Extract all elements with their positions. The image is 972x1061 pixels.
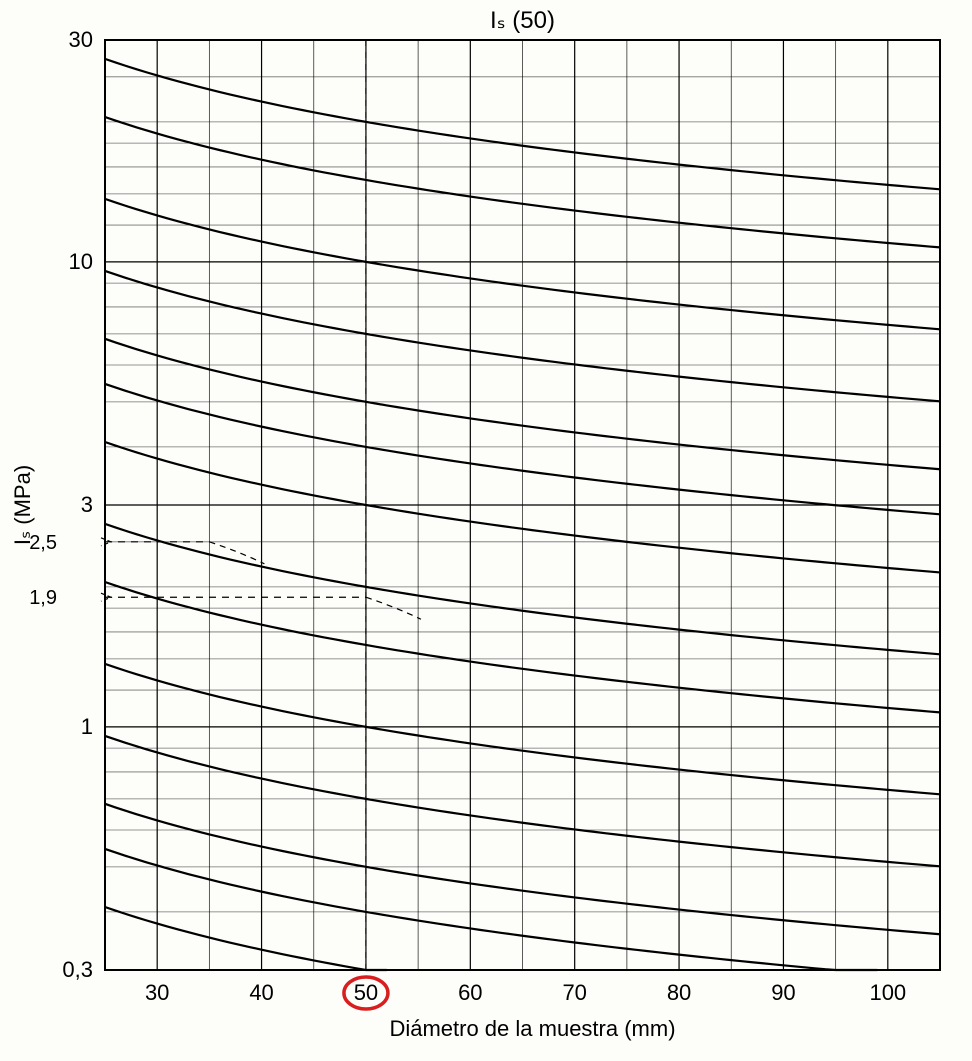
x-axis-label: Diámetro de la muestra (mm) <box>389 1016 675 1041</box>
x-tick-label: 90 <box>771 980 795 1005</box>
x-tick-label: 40 <box>249 980 273 1005</box>
x-tick-label: 80 <box>667 980 691 1005</box>
y-tick-label: 30 <box>69 27 93 52</box>
chart-title: Iₛ (50) <box>490 7 555 34</box>
y-tick-label: 0,3 <box>62 957 93 982</box>
x-tick-label: 30 <box>145 980 169 1005</box>
x-tick-label: 70 <box>562 980 586 1005</box>
y-tick-label: 1 <box>81 714 93 739</box>
x-tick-label: 100 <box>869 980 906 1005</box>
point-load-size-correction-chart: 304050607080901000,31310302,51,9Diámetro… <box>0 0 972 1061</box>
y-tick-label: 3 <box>81 492 93 517</box>
y-axis-label: Iₛ (MPa) <box>10 465 35 545</box>
y-extra-label: 1,9 <box>29 587 57 609</box>
y-tick-label: 10 <box>69 249 93 274</box>
x-tick-label: 50 <box>354 980 378 1005</box>
x-tick-label: 60 <box>458 980 482 1005</box>
